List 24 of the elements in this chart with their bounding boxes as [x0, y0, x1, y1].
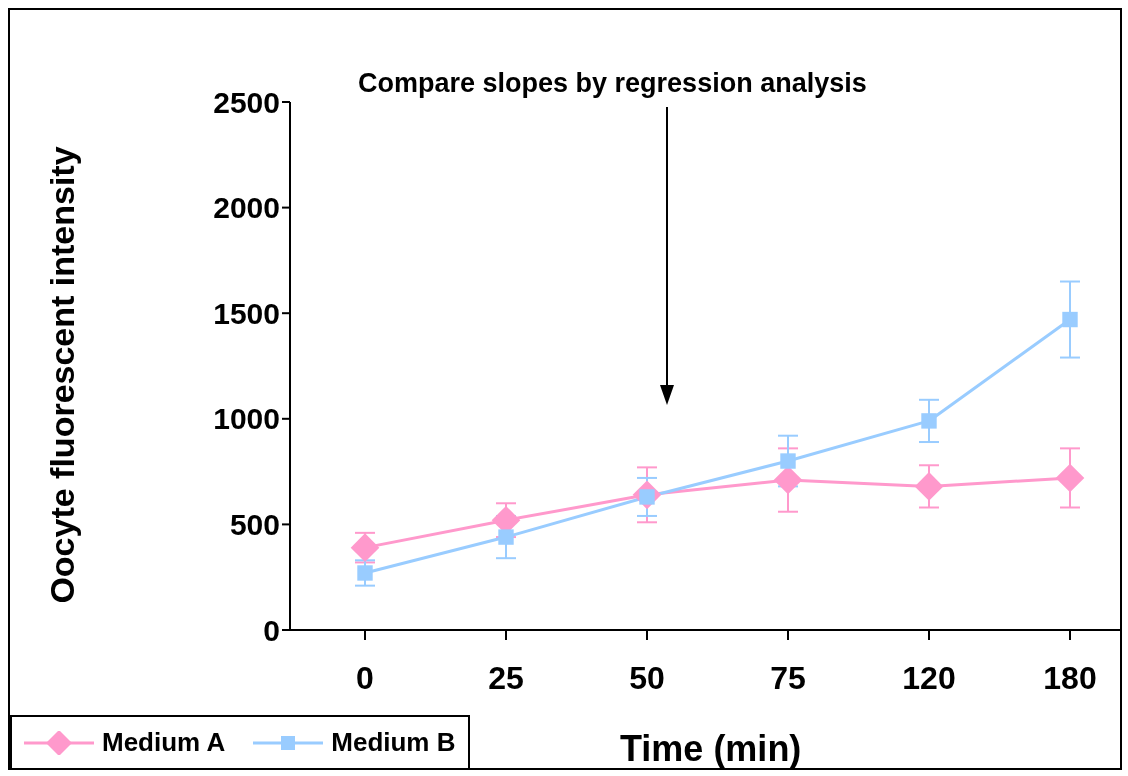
point [357, 565, 373, 581]
point [498, 529, 514, 545]
x-tick-label: 75 [770, 659, 806, 696]
y-tick-label: 2500 [213, 85, 280, 119]
point [921, 413, 937, 429]
legend-label: Medium A [102, 727, 226, 758]
point [1055, 463, 1085, 493]
x-tick-label: 0 [356, 659, 374, 696]
point [780, 453, 796, 469]
y-tick-label: 2000 [213, 191, 280, 225]
x-tick-label: 120 [902, 659, 956, 696]
point [1062, 311, 1078, 328]
x-tick-label: 50 [629, 659, 665, 696]
y-tick-label: 1500 [213, 296, 280, 330]
text: Compare slopes by regression analysis [358, 68, 867, 99]
x-tick-label: 180 [1043, 659, 1097, 696]
y-axis-title: Oocyte fluorescent intensity [42, 146, 82, 604]
x-axis-title: Time (min) [620, 728, 802, 770]
y-tick-label: 500 [229, 508, 280, 542]
point [914, 472, 944, 501]
legend-label: Medium B [331, 727, 456, 758]
x-tick-label: 25 [488, 659, 524, 696]
y-tick-label: 1000 [213, 402, 280, 436]
y-tick-label: 0 [263, 613, 280, 647]
